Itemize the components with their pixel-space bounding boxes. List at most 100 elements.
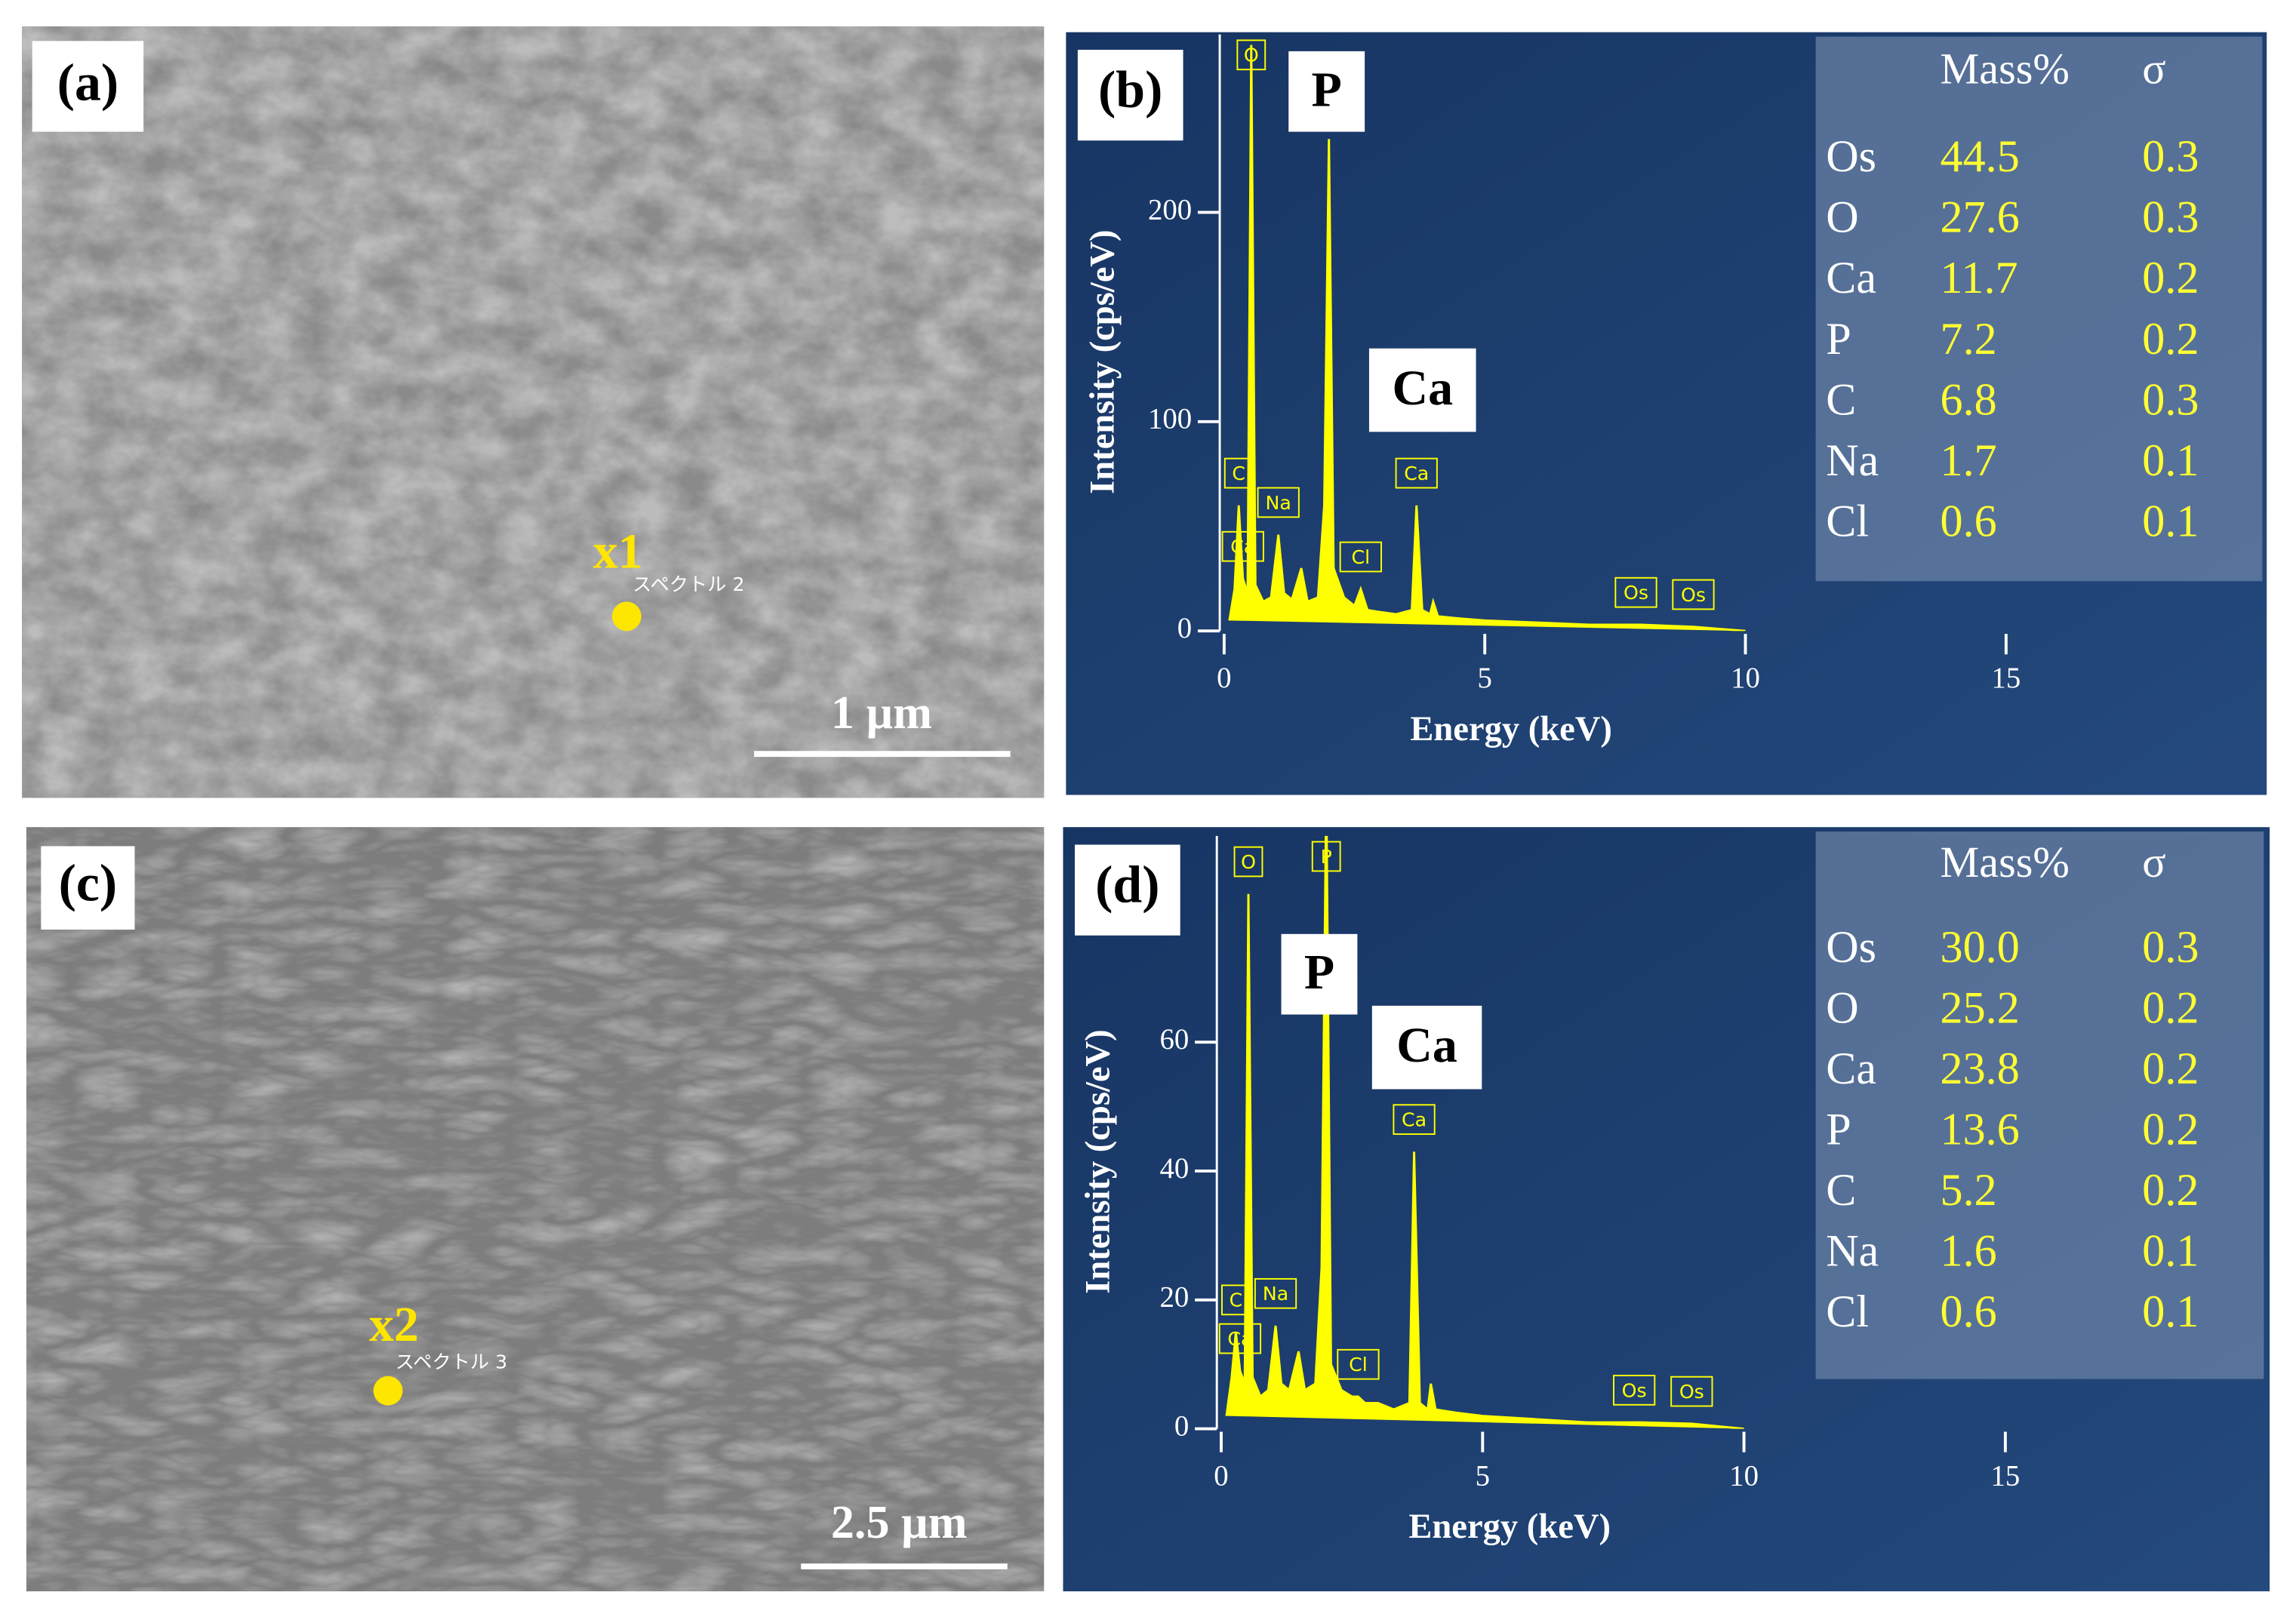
x-axis-label: Energy (keV) — [1408, 1508, 1611, 1546]
point-label: x1 — [593, 524, 643, 579]
peak-label-box — [1613, 1375, 1656, 1406]
y-axis-label: Intensity (cps/eV) — [1083, 230, 1122, 494]
table-cell: 0.1 — [2142, 1286, 2199, 1337]
table-background — [1815, 832, 2264, 1379]
peak-label: C — [1232, 463, 1245, 484]
peak-label: O — [1244, 45, 1259, 66]
x-tick-label: 10 — [1729, 1459, 1759, 1492]
y-tick-label: 0 — [1177, 612, 1192, 644]
y-tick-label: 100 — [1148, 403, 1192, 435]
table-cell: P — [1826, 1104, 1851, 1154]
spectrum — [1225, 835, 1744, 1429]
peak-label: O — [1241, 851, 1256, 873]
peak-label: Os — [1679, 1381, 1704, 1403]
table-cell: 0.2 — [2142, 253, 2199, 303]
table-cell: 25.2 — [1941, 982, 2020, 1033]
peak-label-box — [1221, 530, 1264, 562]
annotation: Ca — [1392, 361, 1453, 416]
table-cell: 7.2 — [1941, 314, 1997, 364]
table-cell: Ca — [1826, 1044, 1876, 1094]
y-tick-label: 0 — [1174, 1410, 1189, 1443]
panel-label: (d) — [1095, 856, 1159, 915]
table-header: σ — [2142, 44, 2165, 93]
spectrum-panel: Mass% σ Os 44.5 0.3 O 27.6 0.3 Ca 11.7 0.2 P 7.2 0.2 C… — [1066, 32, 2267, 795]
x-tick-label: 0 — [1217, 662, 1231, 694]
peak-label-box — [1670, 1376, 1713, 1407]
table-cell: 6.8 — [1941, 374, 1997, 425]
annotation-box — [1281, 933, 1358, 1015]
annotation: P — [1304, 945, 1334, 1000]
peak-label: Os — [1624, 582, 1648, 604]
peak-label: Na — [1263, 1283, 1288, 1305]
table-cell: Ca — [1826, 253, 1876, 303]
table-cell: O — [1826, 192, 1858, 243]
table-cell: 0.2 — [2142, 314, 2199, 364]
table-cell: 5.2 — [1941, 1165, 1997, 1216]
peak-label-box — [1393, 1104, 1436, 1136]
table-cell: C — [1826, 374, 1856, 425]
table-cell: 0.1 — [2142, 1225, 2199, 1276]
table-cell: Os — [1826, 131, 1876, 182]
annotation-box — [1288, 51, 1365, 132]
peak-label-box — [1236, 39, 1266, 71]
peak-label-box — [1223, 457, 1254, 489]
peak-label: Ca — [1402, 1109, 1427, 1131]
table-cell: Os — [1826, 922, 1876, 973]
table-cell: 23.8 — [1941, 1044, 2020, 1094]
spectrum-panel: Mass% σ Os 30.0 0.3 O 25.2 0.2 Ca 23.8 0.2 P 13.6 0.2… — [1063, 827, 2270, 1591]
peak-label: Cl — [1349, 1354, 1368, 1376]
table-cell: Cl — [1826, 496, 1869, 546]
peak-label: Cl — [1352, 546, 1371, 568]
table-cell: 0.6 — [1941, 1286, 1997, 1337]
panel-label-box — [1077, 49, 1183, 141]
scale-bar-label: 1 µm — [831, 687, 932, 739]
panel-label: (c) — [59, 855, 117, 913]
panel-label: (b) — [1098, 61, 1162, 119]
point-marker — [373, 1376, 403, 1406]
table-cell: O — [1826, 982, 1858, 1033]
peak-label-box — [1257, 487, 1300, 518]
annotation-box — [1371, 1005, 1482, 1090]
table-cell: 0.3 — [2142, 131, 2199, 182]
table-cell: 0.3 — [2142, 922, 2199, 973]
x-tick-label: 15 — [1991, 1459, 2021, 1492]
table-cell: 1.6 — [1941, 1225, 1997, 1276]
annotation-box — [1368, 348, 1476, 432]
sem-image-a: (a) x1 スペクトル 2 1 µm — [22, 26, 1045, 798]
table-cell: 44.5 — [1941, 131, 2020, 182]
peak-label-box — [1395, 457, 1438, 489]
peak-label: C — [1230, 1290, 1243, 1311]
peak-label: P — [1321, 846, 1332, 868]
point-marker — [611, 601, 642, 632]
spectrum-label: スペクトル 2 — [632, 573, 744, 595]
table-cell: 0.3 — [2142, 374, 2199, 425]
table-cell: 0.2 — [2142, 1104, 2199, 1154]
table-cell: 0.1 — [2142, 435, 2199, 486]
peak-label-box — [1614, 576, 1657, 608]
peak-label: Os — [1622, 1379, 1647, 1401]
peak-label: Ca — [1404, 463, 1429, 484]
spectrum-label: スペクトル 3 — [395, 1351, 507, 1373]
scale-bar-label: 2.5 µm — [831, 1497, 968, 1548]
table-cell: 27.6 — [1941, 192, 2020, 243]
annotation: P — [1312, 62, 1342, 117]
table-cell: 0.2 — [2142, 1044, 2199, 1094]
table-cell: 13.6 — [1941, 1104, 2020, 1154]
table-cell: 0.6 — [1941, 496, 1997, 546]
table-cell: Na — [1826, 435, 1879, 486]
y-axis-label: Intensity (cps/eV) — [1079, 1029, 1118, 1293]
peak-label: Ca — [1227, 1328, 1252, 1350]
y-tick-label: 200 — [1148, 193, 1192, 226]
table-cell: 0.3 — [2142, 192, 2199, 243]
panel-label: (a) — [57, 54, 118, 112]
peak-label-box — [1254, 1277, 1297, 1309]
table-cell: C — [1826, 1165, 1856, 1216]
peak-label-box — [1220, 1284, 1251, 1316]
sem-image-c: (c) x2 スペクトル 3 2.5 µm — [26, 827, 1045, 1591]
peak-label: Ca — [1230, 536, 1255, 558]
x-tick-label: 0 — [1214, 1459, 1228, 1492]
table-header: σ — [2142, 838, 2165, 887]
peak-label-box — [1337, 1348, 1380, 1380]
peak-label-box — [1218, 1323, 1262, 1354]
